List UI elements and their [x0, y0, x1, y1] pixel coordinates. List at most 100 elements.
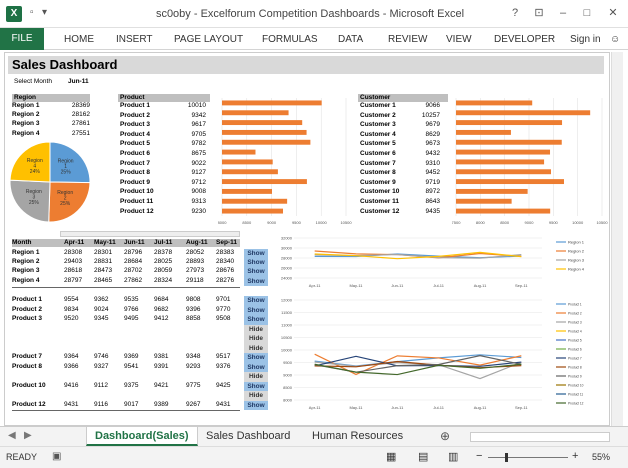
excel-logo-icon[interactable]: X: [6, 6, 22, 22]
zoom-slider-thumb[interactable]: [505, 453, 508, 462]
product-month-value: 9293: [186, 362, 201, 370]
tab-view[interactable]: VIEW: [446, 34, 472, 45]
show-toggle[interactable]: Show: [244, 353, 268, 363]
ribbon-display-icon[interactable]: ⊡: [534, 7, 544, 19]
product-month-value: 9520: [64, 315, 79, 322]
tab-page-layout[interactable]: PAGE LAYOUT: [174, 34, 244, 45]
product-line-chart[interactable]: 8000 8500 9000 9500 10000 10500 11000 11500 1200…: [272, 296, 608, 412]
show-toggle[interactable]: Show: [244, 249, 268, 259]
tab-formulas[interactable]: FORMULAS: [262, 34, 318, 45]
select-month-value[interactable]: Jun-11: [68, 78, 89, 85]
hide-toggle[interactable]: Hide: [244, 343, 268, 353]
add-sheet-icon[interactable]: ⊕: [440, 429, 451, 443]
product-row-label: Product 10: [120, 188, 154, 196]
show-toggle[interactable]: Show: [244, 267, 268, 277]
show-toggle[interactable]: Show: [244, 381, 268, 391]
sheet-tab-bar: ◀ ▶ Dashboard(Sales) Sales Dashboard Hum…: [0, 426, 628, 446]
legend-label: Product 12: [568, 402, 584, 406]
tab-insert[interactable]: INSERT: [116, 34, 153, 45]
normal-view-icon[interactable]: ▦: [386, 451, 397, 463]
region-pie-chart[interactable]: Region 1 25% Region 2 25% Region 3 25% Region 4 24%: [8, 140, 92, 224]
hide-toggle[interactable]: Hide: [244, 324, 268, 334]
x-tick-label: Jul-11: [433, 405, 444, 410]
product-month-value: 9775: [186, 381, 201, 389]
y-tick-label: 28000: [281, 256, 293, 261]
legend-label: Product 4: [568, 330, 582, 334]
page-layout-view-icon[interactable]: ▤: [418, 451, 429, 463]
divider: [12, 410, 240, 411]
region-row-value: 28162: [71, 111, 90, 119]
show-toggle[interactable]: Show: [244, 296, 268, 306]
maximize-button[interactable]: □: [583, 7, 591, 19]
show-toggle[interactable]: Show: [244, 362, 268, 372]
show-toggle[interactable]: Show: [244, 258, 268, 268]
tab-dashboard-sales[interactable]: Dashboard(Sales): [86, 427, 198, 446]
legend-label: Product 5: [568, 339, 582, 343]
product-month-label: Product 12: [12, 400, 46, 408]
account-icon[interactable]: ☺: [610, 34, 621, 45]
pie-label: Region 4 24%: [27, 158, 43, 175]
tab-developer[interactable]: DEVELOPER: [494, 34, 556, 45]
region-month-value: 28676: [216, 267, 235, 275]
region-row-label: Region 3: [12, 120, 40, 128]
product-row-label: Product 2: [120, 111, 150, 119]
zoom-in-icon[interactable]: +: [572, 450, 579, 462]
region-month-label: Region 1: [12, 249, 40, 256]
zoom-level[interactable]: 55%: [592, 452, 611, 462]
horizontal-scrollbar[interactable]: [470, 432, 610, 442]
tick-label: 9500: [292, 220, 302, 225]
tab-file[interactable]: FILE: [0, 28, 44, 50]
tab-review[interactable]: REVIEW: [388, 34, 428, 45]
hide-toggle[interactable]: Hide: [244, 391, 268, 401]
page-break-view-icon[interactable]: ▥: [448, 451, 459, 463]
pie-label: Region 3 25%: [26, 189, 42, 206]
legend-label: Product 9: [568, 375, 582, 379]
qat-dropdown-icon[interactable]: ▾: [42, 7, 48, 18]
region-month-value: 28301: [94, 249, 113, 256]
close-button[interactable]: ✕: [608, 7, 618, 19]
region-line-chart[interactable]: 24000 26000 28000 30000 32000 Apr-11 May-11 Jun…: [272, 234, 608, 290]
tick-label: 9000: [525, 220, 535, 225]
month-header: Jun-11: [124, 239, 145, 246]
product-row-value: 9022: [191, 159, 206, 167]
help-button[interactable]: ?: [511, 7, 519, 19]
month-header: Aug-11: [186, 239, 208, 246]
prev-sheet-icon[interactable]: ◀: [8, 430, 16, 441]
zoom-slider[interactable]: [488, 457, 568, 458]
next-sheet-icon[interactable]: ▶: [24, 430, 32, 441]
series-line: [314, 251, 522, 260]
product-row-value: 9342: [191, 111, 206, 119]
bar: [456, 159, 545, 165]
region-header: Region: [12, 94, 90, 102]
minimize-button[interactable]: –: [559, 7, 567, 19]
month-scrollbar[interactable]: [60, 231, 240, 237]
hide-toggle[interactable]: Hide: [244, 372, 268, 382]
window-title: sc0oby - Excelforum Competition Dashboar…: [155, 8, 465, 20]
product-month-value: 9345: [94, 315, 109, 322]
product-month-value: 9375: [124, 381, 139, 389]
show-toggle[interactable]: Show: [244, 305, 268, 315]
save-icon[interactable]: ▫: [30, 7, 34, 18]
bar: [222, 169, 278, 175]
hide-toggle[interactable]: Hide: [244, 334, 268, 344]
y-tick-label: 9000: [283, 373, 293, 378]
bar: [222, 129, 307, 135]
tab-sales-dashboard[interactable]: Sales Dashboard: [206, 430, 291, 442]
product-month-value: 9396: [186, 305, 201, 313]
macro-record-icon[interactable]: ▣: [52, 451, 62, 462]
customer-bar-chart[interactable]: 7500 8000 8500 9000 9500 10000 10500: [452, 96, 608, 226]
show-toggle[interactable]: Show: [244, 400, 268, 410]
tab-human-resources[interactable]: Human Resources: [312, 430, 404, 442]
zoom-out-icon[interactable]: −: [476, 450, 483, 462]
product-row-value: 9705: [191, 130, 206, 138]
region-month-label: Region 4: [12, 276, 40, 284]
show-toggle[interactable]: Show: [244, 276, 268, 286]
vertical-scrollbar[interactable]: [611, 52, 623, 426]
tab-home[interactable]: HOME: [64, 34, 94, 45]
product-row-value: 9008: [191, 188, 206, 196]
tab-data[interactable]: DATA: [338, 34, 364, 45]
product-bar-chart[interactable]: 8000 8500 9000 9500 10000 10500: [218, 96, 352, 226]
sign-in-link[interactable]: Sign in: [570, 34, 601, 45]
show-toggle[interactable]: Show: [244, 315, 268, 325]
region-month-value: 28618: [64, 267, 83, 275]
